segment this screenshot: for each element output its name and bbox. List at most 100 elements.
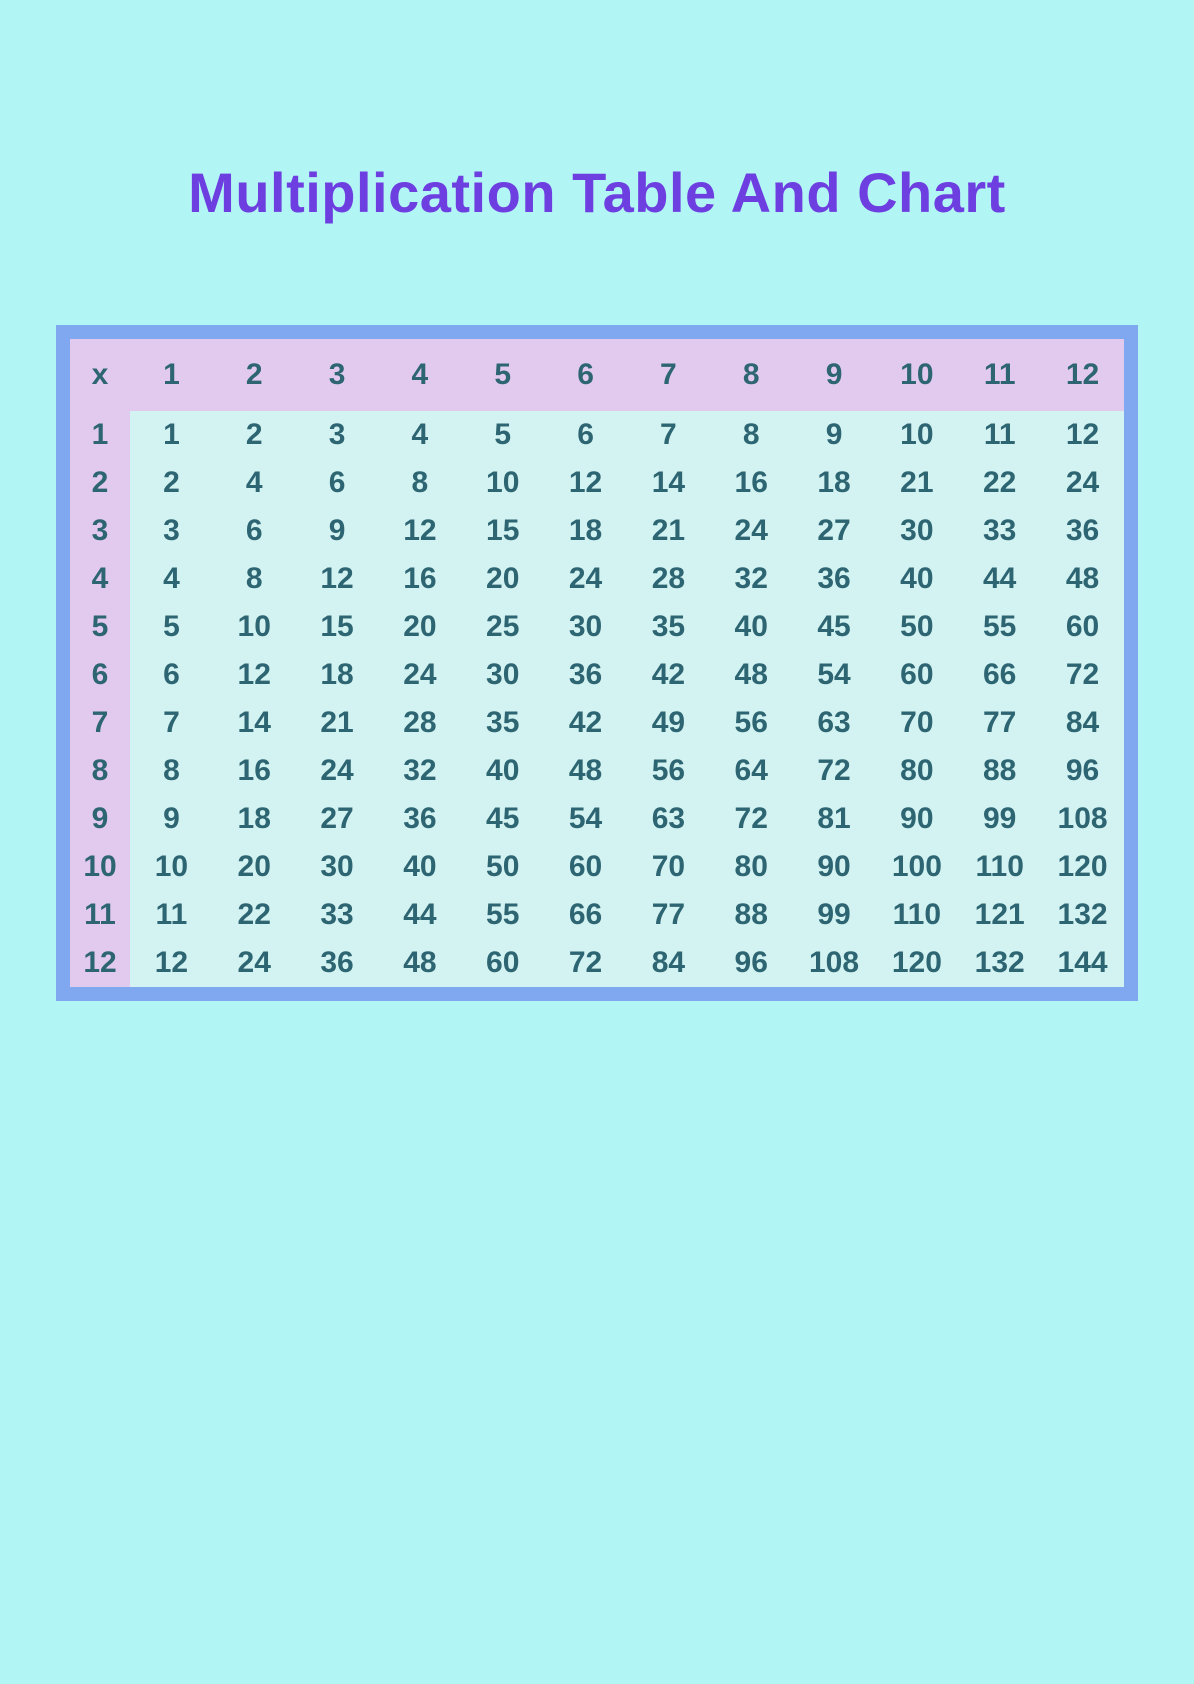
table-cell: 8 [378,459,461,507]
table-row: 11112233445566778899110121132 [70,891,1124,939]
table-cell: 10 [461,459,544,507]
table-cell: 20 [213,843,296,891]
table-cell: 18 [793,459,876,507]
col-header: 1 [130,339,213,411]
table-cell: 3 [130,507,213,555]
table-cell: 64 [710,747,793,795]
table-cell: 45 [461,795,544,843]
table-cell: 108 [793,939,876,987]
table-cell: 24 [710,507,793,555]
table-cell: 9 [130,795,213,843]
table-cell: 5 [461,411,544,459]
table-cell: 70 [627,843,710,891]
table-cell: 12 [1041,411,1124,459]
col-header: 2 [213,339,296,411]
table-cell: 81 [793,795,876,843]
table-cell: 36 [378,795,461,843]
table-row: 3369121518212427303336 [70,507,1124,555]
table-cell: 54 [793,651,876,699]
table-cell: 22 [213,891,296,939]
table-cell: 80 [710,843,793,891]
table-cell: 16 [213,747,296,795]
table-cell: 72 [710,795,793,843]
table-row: 1123456789101112 [70,411,1124,459]
table-cell: 10 [130,843,213,891]
row-header: 2 [70,459,130,507]
multiplication-chart: x 1 2 3 4 5 6 7 8 9 10 11 12 11234567891… [56,325,1138,1001]
table-cell: 11 [130,891,213,939]
table-cell: 4 [378,411,461,459]
table-cell: 21 [627,507,710,555]
table-cell: 18 [296,651,379,699]
table-cell: 77 [627,891,710,939]
table-cell: 12 [130,939,213,987]
table-cell: 90 [875,795,958,843]
col-header: 3 [296,339,379,411]
row-header: 1 [70,411,130,459]
table-cell: 10 [875,411,958,459]
col-header: 12 [1041,339,1124,411]
table-cell: 35 [627,603,710,651]
table-cell: 21 [875,459,958,507]
table-cell: 100 [875,843,958,891]
table-cell: 60 [875,651,958,699]
table-cell: 70 [875,699,958,747]
table-cell: 110 [958,843,1041,891]
table-cell: 45 [793,603,876,651]
table-cell: 132 [958,939,1041,987]
table-cell: 30 [544,603,627,651]
table-cell: 28 [627,555,710,603]
table-cell: 40 [378,843,461,891]
row-header: 5 [70,603,130,651]
table-cell: 18 [544,507,627,555]
table-cell: 8 [710,411,793,459]
table-cell: 50 [875,603,958,651]
col-header: 11 [958,339,1041,411]
table-cell: 120 [875,939,958,987]
table-cell: 15 [296,603,379,651]
table-cell: 2 [213,411,296,459]
table-cell: 33 [296,891,379,939]
table-cell: 121 [958,891,1041,939]
table-body: 1123456789101112224681012141618212224336… [70,411,1124,987]
table-cell: 16 [378,555,461,603]
table-cell: 30 [875,507,958,555]
table-cell: 60 [1041,603,1124,651]
row-header: 6 [70,651,130,699]
table-cell: 4 [213,459,296,507]
table-cell: 16 [710,459,793,507]
table-cell: 60 [544,843,627,891]
table-cell: 4 [130,555,213,603]
col-header: 4 [378,339,461,411]
table-cell: 28 [378,699,461,747]
table-cell: 24 [1041,459,1124,507]
table-cell: 99 [793,891,876,939]
table-cell: 24 [544,555,627,603]
table-cell: 30 [461,651,544,699]
row-header: 4 [70,555,130,603]
table-cell: 7 [627,411,710,459]
table-cell: 80 [875,747,958,795]
table-cell: 24 [296,747,379,795]
table-cell: 72 [793,747,876,795]
table-cell: 12 [296,555,379,603]
table-cell: 5 [130,603,213,651]
table-cell: 66 [958,651,1041,699]
table-cell: 3 [296,411,379,459]
table-cell: 1 [130,411,213,459]
table-cell: 63 [793,699,876,747]
table-cell: 6 [130,651,213,699]
table-cell: 14 [213,699,296,747]
col-header: 7 [627,339,710,411]
table-row: 44812162024283236404448 [70,555,1124,603]
table-cell: 12 [213,651,296,699]
table-cell: 44 [958,555,1041,603]
table-cell: 32 [378,747,461,795]
table-cell: 10 [213,603,296,651]
table-cell: 44 [378,891,461,939]
table-row: 121224364860728496108120132144 [70,939,1124,987]
table-cell: 20 [378,603,461,651]
table-cell: 27 [793,507,876,555]
table-cell: 36 [296,939,379,987]
table-cell: 55 [461,891,544,939]
